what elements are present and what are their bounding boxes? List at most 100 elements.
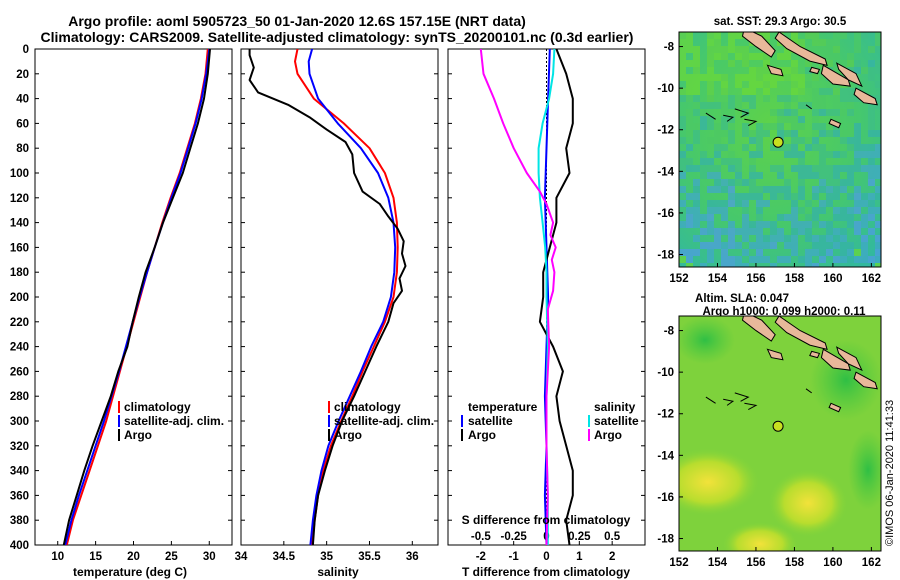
sst-pixel	[679, 151, 686, 158]
sst-pixel	[700, 242, 707, 249]
sst-pixel	[798, 123, 805, 130]
sst-pixel	[700, 172, 707, 179]
sst-pixel	[763, 123, 770, 130]
sst-pixel	[847, 123, 854, 130]
sst-pixel	[819, 186, 826, 193]
x-tick-label: -2	[476, 551, 486, 563]
sst-pixel	[847, 165, 854, 172]
sst-pixel	[777, 123, 784, 130]
sst-pixel	[700, 165, 707, 172]
series-argo	[248, 49, 407, 545]
sst-pixel	[875, 207, 881, 214]
reef-outline	[705, 396, 716, 404]
land-island	[820, 64, 851, 87]
sst-pixel	[861, 249, 868, 256]
reef-outline	[723, 398, 735, 406]
land-island	[809, 350, 821, 359]
sst-pixel	[840, 60, 847, 67]
sst-pixel	[707, 67, 714, 74]
sst-pixel	[819, 102, 826, 109]
sst-pixel	[679, 249, 686, 256]
sst-pixel	[861, 144, 868, 151]
sst-pixel	[833, 109, 840, 116]
lat-tick-label: -16	[657, 208, 674, 220]
sst-pixel	[679, 88, 686, 95]
sst-pixel	[875, 235, 881, 242]
sst-pixel	[854, 186, 861, 193]
sst-pixel	[784, 193, 791, 200]
sst-pixel	[749, 151, 756, 158]
temperature-legend-climatology: climatology	[124, 400, 191, 414]
land-island	[774, 316, 828, 350]
sst-pixel	[854, 221, 861, 228]
sst-pixel	[784, 130, 791, 137]
sst-pixel	[826, 242, 833, 249]
sst-pixel	[875, 130, 881, 137]
salinity-legend-climatology: climatology	[334, 400, 401, 414]
sst-pixel	[847, 102, 854, 109]
sst-pixel	[700, 228, 707, 235]
legend-t-satellite: satellite	[468, 414, 513, 428]
sst-pixel	[854, 256, 861, 263]
sst-pixel	[707, 81, 714, 88]
sst-pixel	[798, 256, 805, 263]
sst-pixel	[679, 116, 686, 123]
land-island	[766, 64, 784, 77]
sst-pixel	[798, 172, 805, 179]
sst-pixel	[798, 116, 805, 123]
sst-pixel	[707, 39, 714, 46]
lon-tick-label: 154	[708, 273, 728, 285]
sst-pixel	[784, 256, 791, 263]
sst-pixel	[840, 151, 847, 158]
sst-pixel	[826, 46, 833, 53]
sst-pixel	[763, 221, 770, 228]
depth-tick-label: 100	[10, 168, 29, 180]
sst-pixel	[770, 235, 777, 242]
sst-pixel	[847, 144, 854, 151]
sst-pixel	[847, 214, 854, 221]
sst-pixel	[812, 263, 819, 267]
x-tick-label: 30	[203, 551, 216, 563]
sst-pixel	[749, 179, 756, 186]
sst-pixel	[756, 235, 763, 242]
sst-pixel	[735, 32, 742, 39]
lon-tick-label: 156	[746, 273, 765, 285]
depth-tick-label: 240	[10, 342, 29, 354]
sst-pixel	[819, 95, 826, 102]
sst-pixel	[707, 228, 714, 235]
sst-pixel	[805, 46, 812, 53]
sst-ticks: 152 154 156 158 160 162 -8 -10 -12 -14 -16 -18	[657, 42, 881, 285]
sst-pixel	[805, 214, 812, 221]
salinity-legend-satellite: satellite-adj. clim.	[334, 414, 434, 428]
sst-pixel	[826, 172, 833, 179]
sst-pixel	[826, 130, 833, 137]
sst-pixel	[868, 200, 875, 207]
sst-pixel	[742, 228, 749, 235]
sst-pixel	[819, 74, 826, 81]
sst-pixel	[875, 102, 881, 109]
reef-outline	[734, 108, 750, 118]
sst-pixel	[812, 249, 819, 256]
sst-pixel	[721, 88, 728, 95]
sst-pixel	[679, 39, 686, 46]
sst-pixel	[791, 207, 798, 214]
depth-tick-label: 20	[16, 69, 29, 81]
land-island	[741, 316, 776, 342]
reef-outline	[734, 392, 750, 402]
sst-pixel	[784, 144, 791, 151]
sst-pixel	[777, 235, 784, 242]
x-tick-label: 35	[320, 551, 333, 563]
sst-pixel	[868, 207, 875, 214]
sst-pixel	[742, 53, 749, 60]
sst-pixel	[847, 172, 854, 179]
lat-tick-label: -16	[657, 492, 674, 504]
sst-pixel	[721, 263, 728, 267]
sst-pixel	[784, 116, 791, 123]
sst-pixel	[812, 214, 819, 221]
sst-pixel	[791, 242, 798, 249]
salinity-legend-argo: Argo	[334, 428, 362, 442]
sst-pixel	[756, 53, 763, 60]
sst-pixel	[679, 256, 686, 263]
sst-pixel	[749, 81, 756, 88]
depth-tick-label: 380	[10, 515, 29, 527]
